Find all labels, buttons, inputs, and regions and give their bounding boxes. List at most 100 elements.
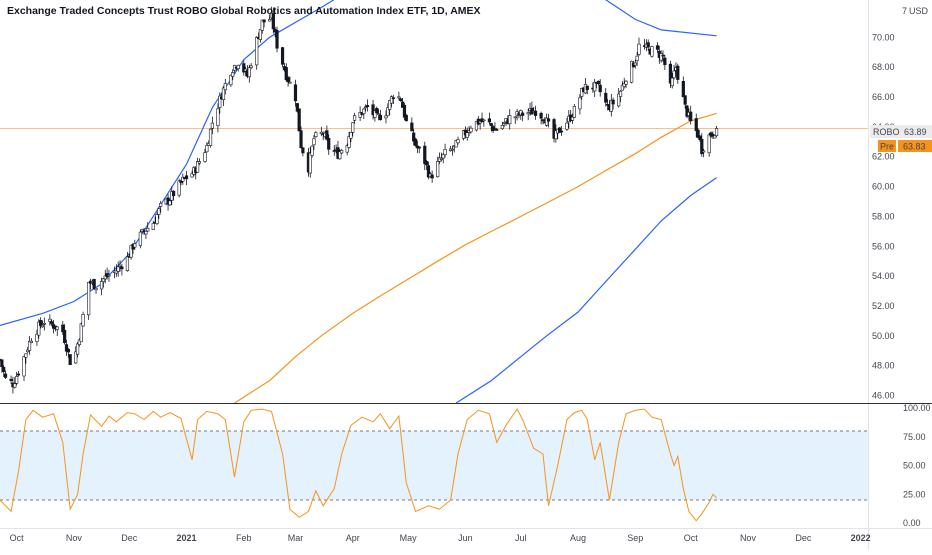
candle-body: [489, 123, 493, 126]
candle-body: [478, 120, 482, 124]
candle-body: [42, 323, 46, 325]
last-price-label: 63.89: [904, 127, 927, 137]
candle-body: [384, 115, 388, 119]
time-tick-label: 2022: [851, 533, 871, 543]
candle-body: [190, 173, 194, 178]
oscillator-tick-label: 100.00: [903, 403, 931, 413]
oscillator-axis[interactable]: 100.00 75.00 50.00 25.00 0.00: [903, 403, 931, 528]
price-tick-label: 68.00: [872, 62, 895, 72]
candle-body: [399, 98, 403, 101]
time-axis[interactable]: Oct Nov Dec 2021 Feb Mar Apr May Jun Jul Aug Sep Oct…: [10, 533, 871, 543]
candle-body: [378, 114, 383, 121]
candle-body: [605, 103, 610, 106]
candle-body: [513, 116, 517, 119]
time-tick-label: Aug: [570, 533, 586, 543]
symbol-price-badge: ROBO 63.89: [870, 125, 932, 138]
candle-body: [125, 256, 130, 271]
candle-body: [545, 117, 549, 126]
candle-body: [426, 165, 431, 178]
candle-body: [554, 130, 558, 140]
candle-body: [66, 349, 70, 353]
candle-body: [29, 340, 33, 343]
candle-body: [495, 129, 499, 131]
candle-body: [661, 54, 665, 57]
candle-body: [474, 121, 479, 131]
candle-body: [48, 318, 52, 322]
candle-body: [670, 77, 674, 87]
candle-body: [221, 87, 226, 101]
time-tick-label: Dec: [121, 533, 138, 543]
candle-body: [362, 108, 366, 115]
candle-body: [15, 376, 19, 384]
candle-body: [519, 110, 523, 116]
candle-body: [79, 323, 83, 343]
candle-body: [487, 118, 492, 123]
candle-body: [345, 145, 349, 153]
candle-body: [410, 122, 414, 132]
candle-body: [203, 152, 207, 162]
candle-body: [0, 359, 4, 368]
time-tick-label: Apr: [346, 533, 360, 543]
candle-body: [268, 19, 272, 22]
candle-body: [397, 96, 401, 99]
candle-body: [702, 150, 706, 153]
candle-body: [711, 134, 715, 137]
price-tick-label: 66.00: [872, 92, 895, 102]
candle-body: [120, 266, 124, 270]
price-tick-label: 58.00: [872, 211, 895, 221]
candle-body: [295, 103, 299, 112]
candle-body: [61, 324, 65, 333]
candle-body: [578, 97, 582, 110]
candle-body: [618, 90, 623, 97]
candle-body: [297, 108, 301, 132]
candle-body: [312, 138, 316, 146]
candle-body: [325, 130, 329, 140]
candle-body: [565, 122, 569, 130]
candle-body: [441, 153, 445, 159]
candle-body: [707, 134, 711, 154]
candle-body: [63, 329, 67, 344]
candle-body: [596, 80, 600, 85]
price-tick-label: 50.00: [872, 331, 895, 341]
candle-body: [624, 80, 628, 85]
candle-body: [637, 43, 641, 55]
candle-body: [216, 108, 220, 126]
candle-body: [242, 63, 246, 73]
candle-body: [633, 62, 637, 66]
candle-body: [622, 83, 626, 88]
candle-body: [129, 244, 133, 258]
candle-body: [184, 175, 189, 180]
candle-body: [22, 356, 26, 377]
pre-value-bg: [898, 140, 932, 152]
candle-body: [205, 145, 209, 153]
candle-body: [443, 148, 447, 156]
candle-body: [9, 378, 13, 381]
candle-body: [249, 65, 253, 69]
candle-body: [541, 119, 545, 122]
candle-body: [413, 138, 418, 146]
candle-body: [159, 203, 163, 207]
candle-body: [101, 278, 106, 282]
price-tick-label: 48.00: [872, 361, 895, 371]
price-tick-label: 54.00: [872, 271, 895, 281]
candle-body: [293, 84, 298, 102]
candle-body: [417, 146, 421, 149]
candle-body: [713, 135, 717, 139]
premarket-badge: Pre 63.83: [878, 140, 932, 152]
candle-body: [630, 61, 634, 83]
candle-body: [559, 130, 564, 133]
candle-body: [3, 373, 8, 378]
candle-body: [280, 47, 285, 65]
candle-body: [454, 140, 458, 148]
lower-band-line: [455, 177, 717, 404]
price-tick-label: 70.00: [872, 32, 895, 42]
candle-body: [181, 176, 185, 182]
candle-body: [68, 354, 72, 365]
time-tick-label: 2021: [177, 533, 197, 543]
candle-body: [373, 110, 377, 118]
candle-body: [218, 95, 222, 108]
candle-body: [663, 57, 667, 66]
candle-body: [77, 339, 82, 345]
candle-body: [376, 113, 381, 116]
